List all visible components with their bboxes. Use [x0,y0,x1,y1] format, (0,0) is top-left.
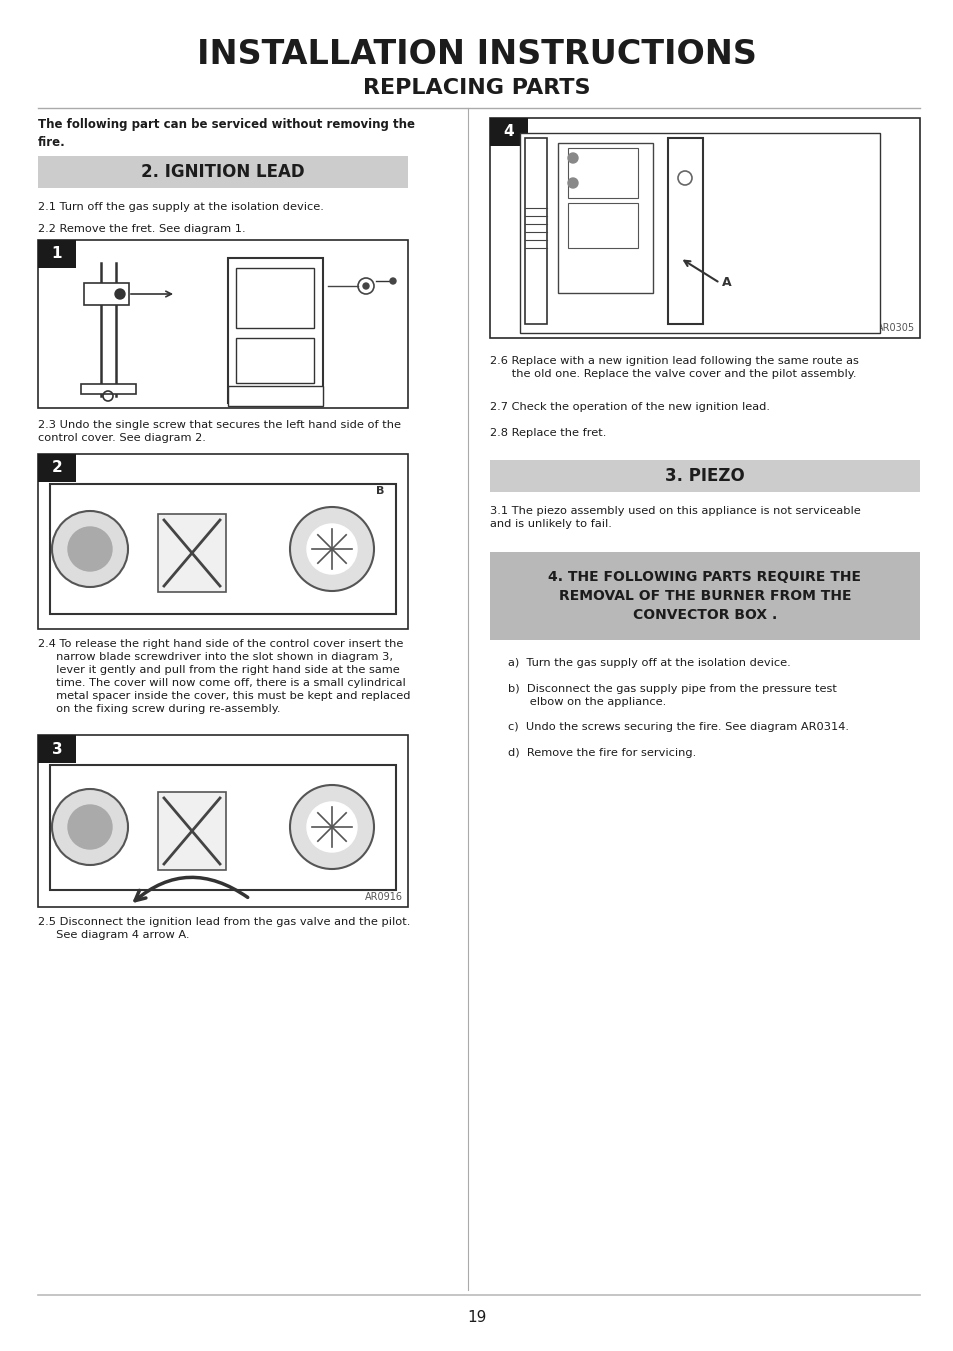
Bar [558,143,652,293]
Text: 2: 2 [51,461,62,476]
Circle shape [290,785,374,869]
Text: B: B [375,486,384,496]
Bar [50,484,395,613]
Text: 2.6 Replace with a new ignition lead following the same route as
      the old o: 2.6 Replace with a new ignition lead fol… [490,357,858,380]
Text: 2.3 Undo the single screw that secures the left hand side of the
control cover. : 2.3 Undo the single screw that secures t… [38,420,400,443]
Circle shape [68,527,112,571]
Bar [50,765,395,890]
Bar [567,203,638,249]
Bar [38,454,408,630]
Circle shape [307,802,356,852]
Bar [158,792,226,870]
FancyArrowPatch shape [135,877,248,901]
Bar [38,735,76,763]
Text: AR0916: AR0916 [365,892,402,902]
Bar [38,240,76,267]
Circle shape [290,507,374,590]
Text: INSTALLATION INSTRUCTIONS: INSTALLATION INSTRUCTIONS [197,38,756,72]
Bar [158,513,226,592]
Text: 4: 4 [503,124,514,139]
Circle shape [52,789,128,865]
Bar [490,118,919,338]
Text: REPLACING PARTS: REPLACING PARTS [363,78,590,99]
Text: d)  Remove the fire for servicing.: d) Remove the fire for servicing. [507,748,696,758]
Circle shape [567,153,578,163]
Text: 2.5 Disconnect the ignition lead from the gas valve and the pilot.
     See diag: 2.5 Disconnect the ignition lead from th… [38,917,410,940]
Text: 2.2 Remove the fret. See diagram 1.: 2.2 Remove the fret. See diagram 1. [38,224,245,234]
Circle shape [307,524,356,574]
Bar [38,735,408,907]
Circle shape [115,289,125,299]
Circle shape [567,178,578,188]
Bar [84,282,129,305]
Text: c)  Undo the screws securing the fire. See diagram AR0314.: c) Undo the screws securing the fire. Se… [507,721,848,732]
FancyBboxPatch shape [490,459,919,492]
Circle shape [52,511,128,586]
Bar [235,338,314,382]
Text: 3.1 The piezo assembly used on this appliance is not serviceable
and is unlikely: 3.1 The piezo assembly used on this appl… [490,507,860,530]
Bar [667,138,702,324]
FancyBboxPatch shape [38,155,408,188]
Bar [490,118,527,146]
Text: 4. THE FOLLOWING PARTS REQUIRE THE
REMOVAL OF THE BURNER FROM THE
CONVECTOR BOX : 4. THE FOLLOWING PARTS REQUIRE THE REMOV… [548,570,861,621]
Bar [228,386,323,407]
Text: 2.7 Check the operation of the new ignition lead.: 2.7 Check the operation of the new ignit… [490,403,769,412]
Bar [567,149,638,199]
Text: The following part can be serviced without removing the
fire.: The following part can be serviced witho… [38,118,415,149]
Text: 1: 1 [51,246,62,262]
Bar [519,132,879,332]
Text: 2. IGNITION LEAD: 2. IGNITION LEAD [141,163,305,181]
Text: 2.4 To release the right hand side of the control cover insert the
     narrow b: 2.4 To release the right hand side of th… [38,639,410,715]
Circle shape [363,282,369,289]
Bar [81,384,136,394]
Bar [524,138,546,324]
Text: 3: 3 [51,742,62,757]
Text: a)  Turn the gas supply off at the isolation device.: a) Turn the gas supply off at the isolat… [507,658,790,667]
Text: AR0305: AR0305 [876,323,914,332]
Circle shape [68,805,112,848]
Text: 3. PIEZO: 3. PIEZO [664,467,744,485]
Text: 19: 19 [467,1310,486,1325]
FancyBboxPatch shape [490,553,919,640]
Bar [38,240,408,408]
Text: 2.8 Replace the fret.: 2.8 Replace the fret. [490,428,606,438]
Bar [235,267,314,328]
Bar [38,454,76,482]
Circle shape [390,278,395,284]
Text: A: A [721,276,731,289]
Text: 2.1 Turn off the gas supply at the isolation device.: 2.1 Turn off the gas supply at the isola… [38,203,323,212]
Bar [228,258,323,403]
Text: b)  Disconnect the gas supply pipe from the pressure test
      elbow on the app: b) Disconnect the gas supply pipe from t… [507,684,836,707]
